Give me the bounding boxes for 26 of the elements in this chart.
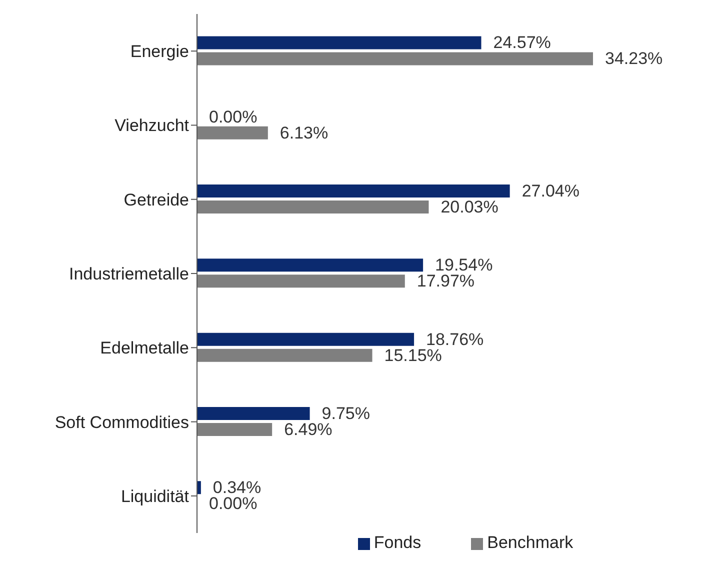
bar: [197, 406, 310, 420]
legend-label: Benchmark: [487, 533, 574, 552]
legend-label: Fonds: [374, 533, 422, 552]
data-label: 34.23%: [605, 49, 663, 68]
bar: [197, 348, 372, 362]
bar: [197, 422, 272, 436]
y-tick-label: Viehzucht: [114, 116, 190, 136]
data-label: 6.13%: [280, 123, 328, 142]
bar: [197, 200, 429, 214]
y-tick-label: Edelmetalle: [100, 338, 189, 358]
bar: [197, 274, 405, 288]
bar: [197, 52, 593, 66]
bar: [197, 126, 268, 140]
bar: [197, 36, 482, 50]
data-label: 20.03%: [440, 198, 498, 217]
y-tick-label: Energie: [130, 42, 189, 62]
y-tick-label: Industriemetalle: [68, 264, 189, 284]
y-tick-label: Liquidität: [120, 486, 190, 506]
bar: [197, 184, 510, 198]
data-label: 24.57%: [493, 33, 551, 52]
y-tick-label: Soft Commodities: [54, 412, 189, 432]
bar: [197, 258, 424, 272]
data-label: 0.00%: [209, 107, 258, 126]
data-label: 27.04%: [522, 182, 580, 201]
y-tick-label: Getreide: [124, 190, 189, 210]
bar: [197, 332, 414, 346]
